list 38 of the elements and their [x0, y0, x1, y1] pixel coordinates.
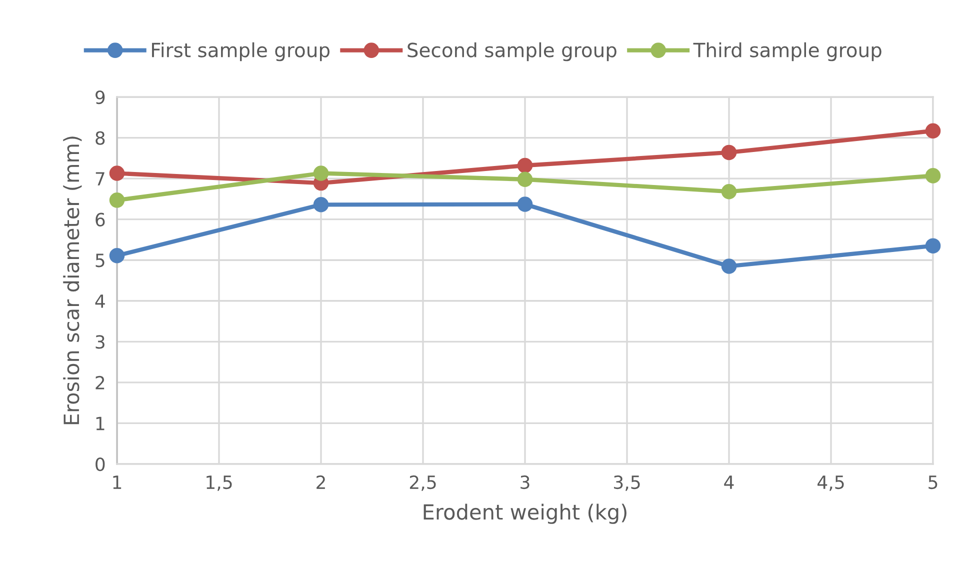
point	[721, 144, 737, 160]
x-tick-label: 3	[520, 475, 530, 490]
point	[721, 258, 737, 274]
point	[721, 184, 737, 200]
x-axis-title: Erodent weight (kg)	[424, 504, 626, 524]
y-tick-label: 7	[96, 172, 104, 186]
x-tick-label: 2,5	[410, 475, 436, 491]
legend-label: First sample group	[152, 42, 330, 62]
y-tick-label: 8	[96, 131, 105, 145]
point	[313, 197, 329, 212]
y-axis-title: Erosion scar diameter (mm)	[63, 136, 82, 424]
x-tick-label: 2	[316, 475, 325, 489]
point	[109, 248, 125, 264]
point	[517, 196, 533, 212]
legend-label: Second sample group	[408, 42, 616, 62]
y-tick-label: 2	[96, 376, 104, 390]
x-tick-label: 4,5	[818, 476, 844, 491]
y-tick-label: 4	[95, 294, 105, 308]
point	[925, 123, 941, 138]
y-tick-label: 0	[96, 457, 105, 472]
point	[517, 172, 533, 188]
point	[313, 166, 329, 181]
y-tick-label: 9	[96, 90, 105, 104]
point	[109, 166, 125, 181]
x-tick-label: 1	[113, 476, 122, 489]
x-tick-label: 4	[724, 476, 734, 489]
point	[517, 158, 533, 174]
point	[109, 192, 125, 208]
y-tick-label: 1	[96, 416, 104, 430]
point	[925, 238, 941, 254]
y-tick-label: 3	[96, 335, 104, 349]
legend-label: Third sample group	[693, 42, 882, 62]
x-tick-label: 1,5	[206, 476, 232, 491]
y-tick-label: 6	[96, 212, 105, 226]
point	[925, 168, 941, 184]
x-tick-label: 3,5	[614, 475, 640, 491]
x-tick-label: 5	[928, 476, 938, 490]
y-tick-label: 5	[96, 254, 104, 268]
